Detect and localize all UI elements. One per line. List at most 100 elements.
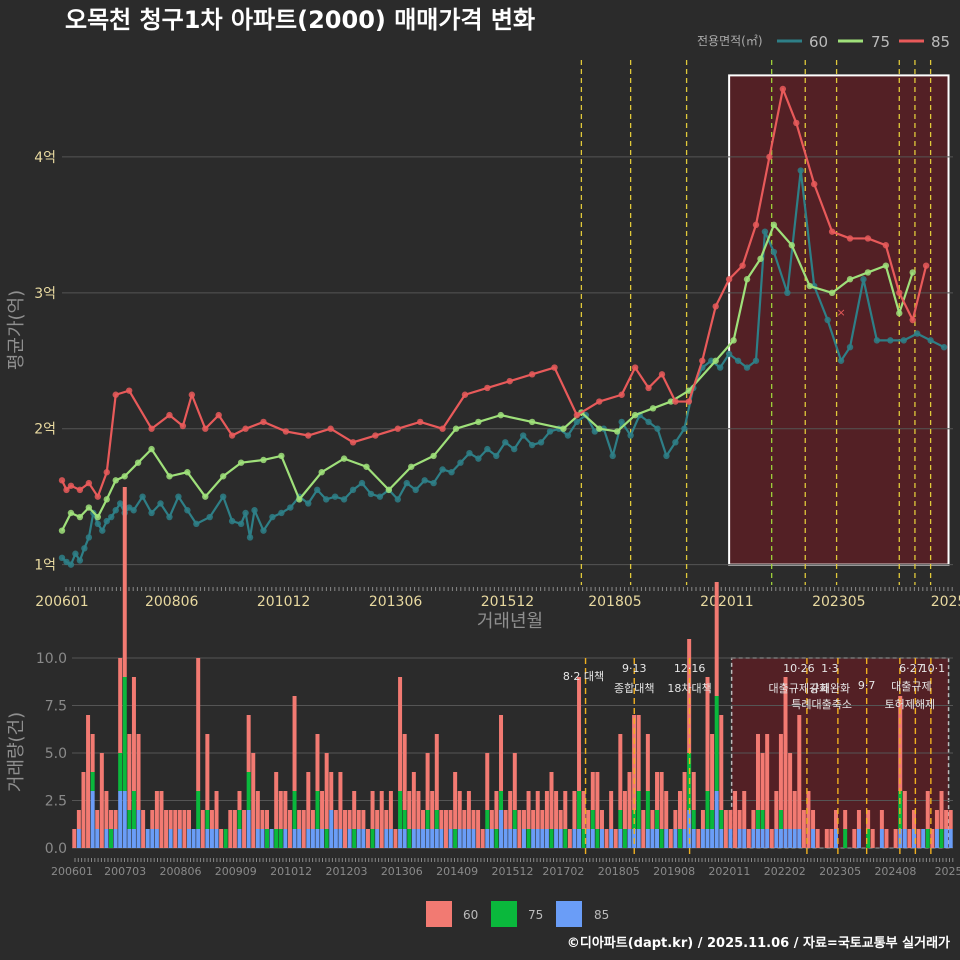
data-point-75 — [340, 455, 348, 462]
volume-bar-segment — [792, 829, 797, 848]
event-label: 18차대책 — [667, 682, 711, 695]
bottom-legend-swatch-85 — [556, 901, 582, 927]
volume-bar-segment — [434, 810, 439, 829]
bottom-legend-label-85: 85 — [594, 908, 609, 922]
volume-bar-segment — [843, 829, 848, 848]
data-point-85 — [596, 398, 603, 405]
volume-bar-segment — [145, 829, 150, 848]
volume-bar-segment — [466, 791, 471, 829]
volume-bar-segment — [439, 810, 444, 829]
volume-bar-segment — [572, 829, 577, 848]
volume-bar-segment — [462, 829, 467, 848]
data-point-75 — [649, 405, 657, 412]
data-point-60 — [846, 343, 854, 351]
volume-bar-segment — [618, 734, 623, 810]
volume-bar-segment — [586, 829, 591, 848]
bottom-legend: 60 75 85 — [426, 901, 609, 927]
volume-bar-segment — [659, 829, 664, 848]
volume-bar-segment — [778, 829, 783, 848]
volume-bar-segment — [925, 829, 930, 848]
event-label: 대출규제 — [891, 680, 931, 693]
volume-bar-segment — [503, 810, 508, 829]
data-point-60 — [81, 545, 88, 552]
volume-bar-segment — [833, 829, 838, 848]
data-point-60 — [175, 493, 182, 500]
data-point-60 — [99, 527, 106, 534]
volume-bar-segment — [792, 791, 797, 829]
volume-bar-segment — [691, 810, 696, 829]
volume-bar-segment — [187, 829, 192, 848]
volume-bar-segment — [292, 829, 297, 848]
x-tick-label: 200806 — [159, 865, 201, 878]
data-point-60 — [519, 432, 527, 439]
data-point-60 — [228, 517, 236, 525]
volume-bar-segment — [558, 810, 563, 829]
data-point-60 — [117, 500, 124, 507]
volume-bar-segment — [577, 677, 582, 791]
data-point-60 — [331, 493, 339, 500]
volume-bar-segment — [829, 829, 834, 848]
volume-bar-segment — [494, 791, 499, 829]
x-tick-label: 201908 — [653, 865, 695, 878]
volume-bar-segment — [939, 791, 944, 829]
volume-bar-segment — [439, 829, 444, 848]
data-point-85 — [631, 364, 639, 371]
volume-bar-segment — [824, 829, 829, 848]
volume-bar-segment — [402, 734, 407, 810]
data-point-75 — [385, 486, 393, 494]
volume-bar-segment — [411, 829, 416, 848]
volume-bar-segment — [673, 829, 678, 848]
volume-bar-segment — [347, 810, 352, 829]
volume-bar-segment — [237, 829, 242, 848]
volume-bar-segment — [783, 829, 788, 848]
volume-bar-segment — [921, 829, 926, 848]
data-point-60 — [873, 337, 881, 344]
legend-label-60: 60 — [809, 33, 828, 51]
volume-bar-segment — [558, 829, 563, 848]
x-tick-label: 201702 — [542, 865, 584, 878]
legend-label-75: 75 — [871, 33, 890, 51]
volume-bar-segment — [109, 829, 113, 848]
data-point-75 — [864, 269, 872, 276]
event-label: 9·7 — [858, 679, 876, 692]
price-plot: 1억 2억 3억 4억 200601 200806 201012 201306 201512 20… — [34, 60, 960, 610]
data-point-60 — [734, 357, 742, 364]
volume-bar-segment — [797, 829, 802, 848]
data-point-85 — [793, 119, 800, 127]
data-point-60 — [251, 507, 258, 514]
volume-bar-segment — [944, 829, 949, 848]
volume-bar-segment — [811, 810, 816, 829]
bottom-legend-label-75: 75 — [528, 908, 543, 922]
volume-bar-segment — [223, 829, 228, 848]
volume-bar-segment — [361, 810, 366, 829]
volume-bar-segment — [306, 772, 311, 829]
volume-bar-segment — [925, 791, 930, 829]
volume-bar-segment — [599, 829, 604, 848]
volume-bar-segment — [265, 829, 270, 848]
data-point-60 — [573, 418, 581, 426]
volume-bar-segment — [655, 810, 660, 829]
volume-bar-segment — [72, 829, 77, 848]
volume-bar-segment — [187, 810, 192, 829]
volume-bar-segment — [489, 829, 494, 848]
volume-bar-segment — [710, 734, 715, 810]
data-point-60 — [430, 479, 437, 487]
volume-bar-segment — [710, 810, 715, 829]
legend-label-85: 85 — [931, 33, 950, 51]
volume-bar-segment — [788, 753, 793, 829]
volume-bar-segment — [122, 791, 127, 848]
volume-bar-segment — [801, 810, 806, 848]
volume-bar-segment — [421, 829, 426, 848]
data-point-60 — [448, 469, 455, 476]
data-point-85 — [282, 428, 290, 435]
volume-bar-segment — [595, 829, 600, 848]
data-point-75 — [909, 269, 916, 276]
data-point-85 — [179, 422, 187, 430]
data-point-75 — [757, 255, 764, 263]
volume-bar-segment — [398, 829, 403, 848]
data-point-75 — [667, 398, 675, 405]
volume-bar-segment — [324, 829, 329, 848]
volume-bar-segment — [278, 791, 283, 829]
volume-bar-segment — [416, 829, 421, 848]
event-label: 종합대책 — [614, 682, 654, 695]
